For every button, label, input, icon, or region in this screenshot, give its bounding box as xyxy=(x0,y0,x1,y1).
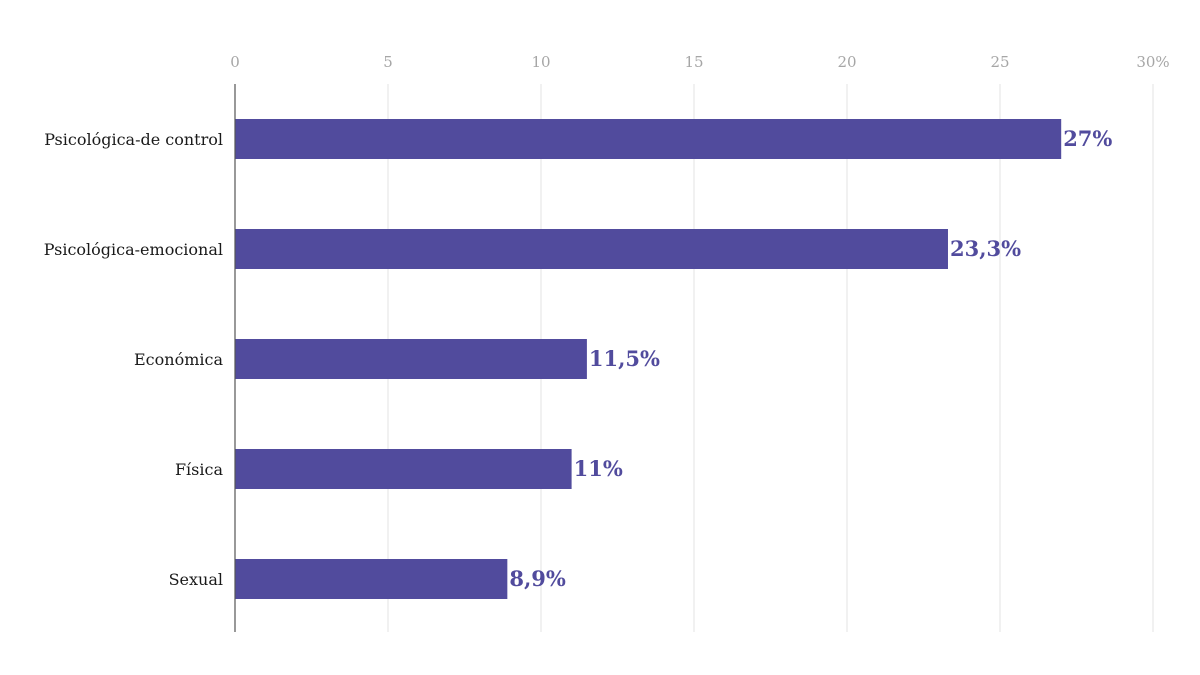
category-label: Física xyxy=(175,460,224,479)
category-labels: Psicológica-de control Psicológica-emocio… xyxy=(44,130,224,589)
x-tick-label: 20 xyxy=(837,53,856,71)
bar xyxy=(235,449,572,489)
category-label: Psicológica-de control xyxy=(44,130,223,149)
x-tick-label: 5 xyxy=(383,53,393,71)
value-label: 8,9% xyxy=(509,566,566,591)
bar xyxy=(235,119,1062,159)
category-label: Psicológica-emocional xyxy=(44,240,223,259)
value-label: 11% xyxy=(574,456,623,481)
bars xyxy=(235,119,1062,599)
bar xyxy=(235,559,508,599)
value-label: 11,5% xyxy=(589,346,660,371)
value-label: 23,3% xyxy=(950,236,1021,261)
x-tick-label: 0 xyxy=(230,53,240,71)
value-label: 27% xyxy=(1063,126,1112,151)
x-tick-label: 30% xyxy=(1136,53,1169,71)
bar xyxy=(235,339,587,379)
x-tick-label: 15 xyxy=(684,53,703,71)
gridlines xyxy=(387,84,1154,632)
value-labels: 27% 23,3% 11,5% 11% 8,9% xyxy=(509,126,1112,591)
category-label: Sexual xyxy=(169,570,223,589)
x-axis-tick-labels: 0 5 10 15 20 25 30% xyxy=(230,53,1169,71)
x-tick-label: 10 xyxy=(531,53,550,71)
bar xyxy=(235,229,948,269)
category-label: Económica xyxy=(134,350,223,369)
x-tick-label: 25 xyxy=(990,53,1009,71)
